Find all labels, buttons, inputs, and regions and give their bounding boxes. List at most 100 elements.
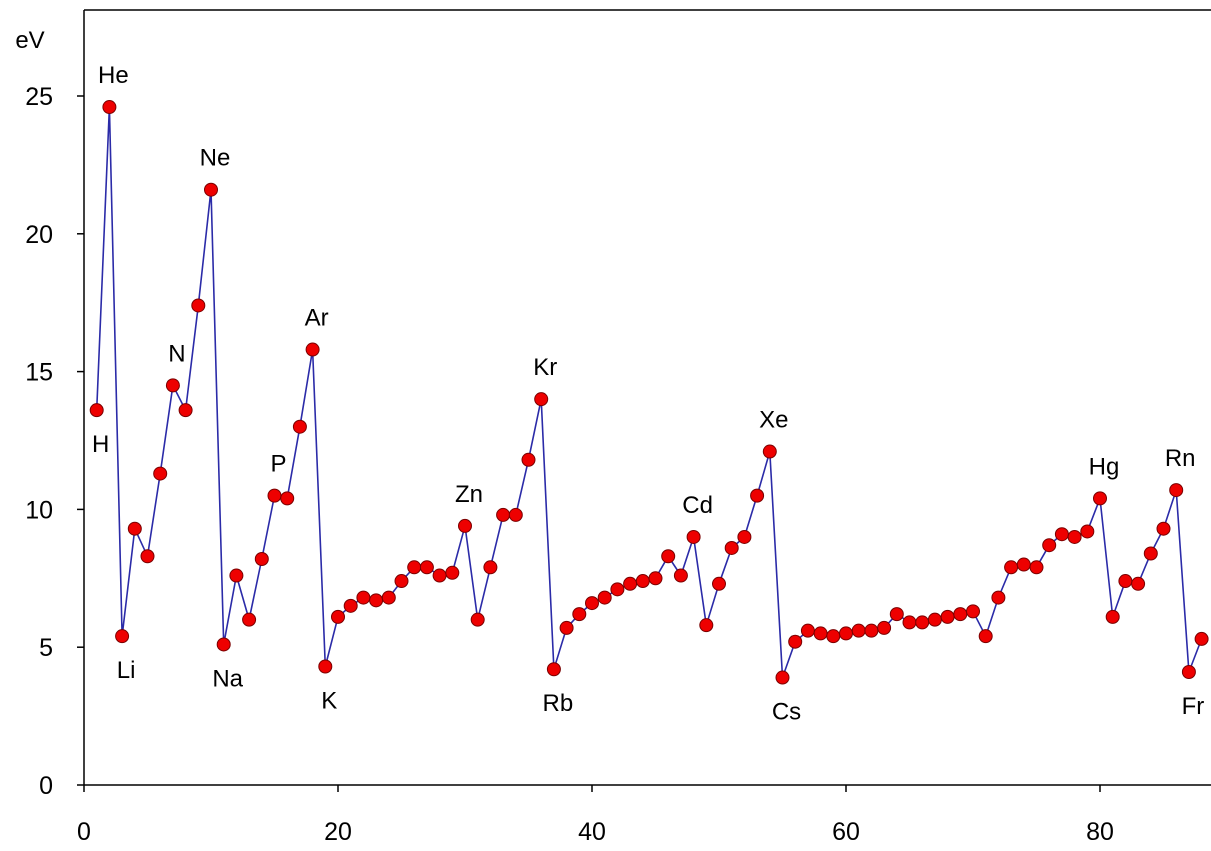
data-point [813,626,828,641]
data-point [432,568,447,583]
y-tick-label: 20 [25,221,53,249]
data-point [1004,560,1019,575]
data-point [318,659,333,674]
data-point [889,607,904,622]
data-point [407,560,422,575]
data-point [356,590,371,605]
data-point [826,629,841,644]
y-tick-label: 0 [39,772,53,800]
data-point [1029,560,1044,575]
data-point [648,571,663,586]
data-point [724,540,739,555]
data-point [953,607,968,622]
data-point [1143,546,1158,561]
data-point [991,590,1006,605]
data-point [546,662,561,677]
data-point [1105,609,1120,624]
data-point [1042,538,1057,553]
data-point [940,609,955,624]
data-point [165,378,180,393]
data-point [737,529,752,544]
data-point [1016,557,1031,572]
element-label: Cd [682,492,713,519]
series-line [95,106,1203,678]
data-point [902,615,917,630]
element-label: Hg [1089,453,1120,480]
element-label: P [270,451,286,478]
data-point [750,488,765,503]
element-labels: H He Li N Ne Na P Ar K Zn Kr Rb Cd Xe Cs Hg Rn Fr [92,62,1204,725]
x-tick-label: 0 [77,818,91,846]
data-point [585,596,599,611]
element-label: Kr [533,354,557,381]
data-point [89,403,104,418]
data-point [394,574,409,589]
data-point [140,549,155,564]
data-point [280,491,295,506]
series-line-group [95,106,1203,678]
data-point [178,403,193,418]
data-point [458,518,472,533]
element-label: Li [117,657,136,684]
data-point [1194,631,1209,646]
element-label: Zn [455,481,483,508]
y-tick-label: 15 [25,359,53,387]
x-tick-label: 40 [578,818,606,846]
data-point [102,100,117,115]
element-label: Na [212,665,243,692]
element-label: H [92,431,109,458]
data-point [851,623,866,638]
axis-ticks: 0 20 40 60 80 0 5 10 15 20 25 [25,83,1114,846]
element-label: Cs [772,699,801,726]
data-point [1156,521,1171,536]
element-label: Ne [200,145,231,172]
data-point [572,607,587,622]
data-point [508,507,523,522]
element-label: Fr [1182,693,1205,720]
data-point [254,552,269,567]
data-point [521,452,536,467]
data-point [1067,529,1082,544]
y-tick-label: 5 [39,634,53,662]
data-point [470,612,485,627]
data-point [292,419,307,434]
data-points [89,100,1209,685]
data-point [191,298,206,313]
data-point [673,568,688,583]
data-point [877,620,892,635]
data-point [445,565,460,580]
data-point [483,560,498,575]
data-point [267,488,282,503]
data-point [331,609,345,624]
data-point [839,626,853,641]
data-point [115,629,130,644]
data-point [597,590,612,605]
data-point [381,590,396,605]
data-point [762,444,777,459]
x-tick-label: 60 [832,818,860,846]
data-point [775,670,790,685]
data-point [1169,483,1184,498]
data-point [1181,665,1196,680]
y-tick-label: 25 [25,83,53,111]
data-point [204,182,218,197]
data-point [343,598,358,613]
data-point [686,529,701,544]
data-point [1131,576,1146,591]
element-label: Xe [759,407,788,434]
element-label: He [98,62,129,89]
data-point [661,549,676,564]
data-point [229,568,244,583]
data-point [915,615,930,630]
data-point [559,620,574,635]
data-point [419,560,434,575]
data-point [635,574,650,589]
data-point [978,629,993,644]
data-point [1080,524,1095,539]
x-tick-label: 80 [1086,818,1114,846]
element-label: K [321,687,337,714]
data-point [1093,491,1107,506]
data-point [966,604,980,619]
data-point [712,576,726,591]
